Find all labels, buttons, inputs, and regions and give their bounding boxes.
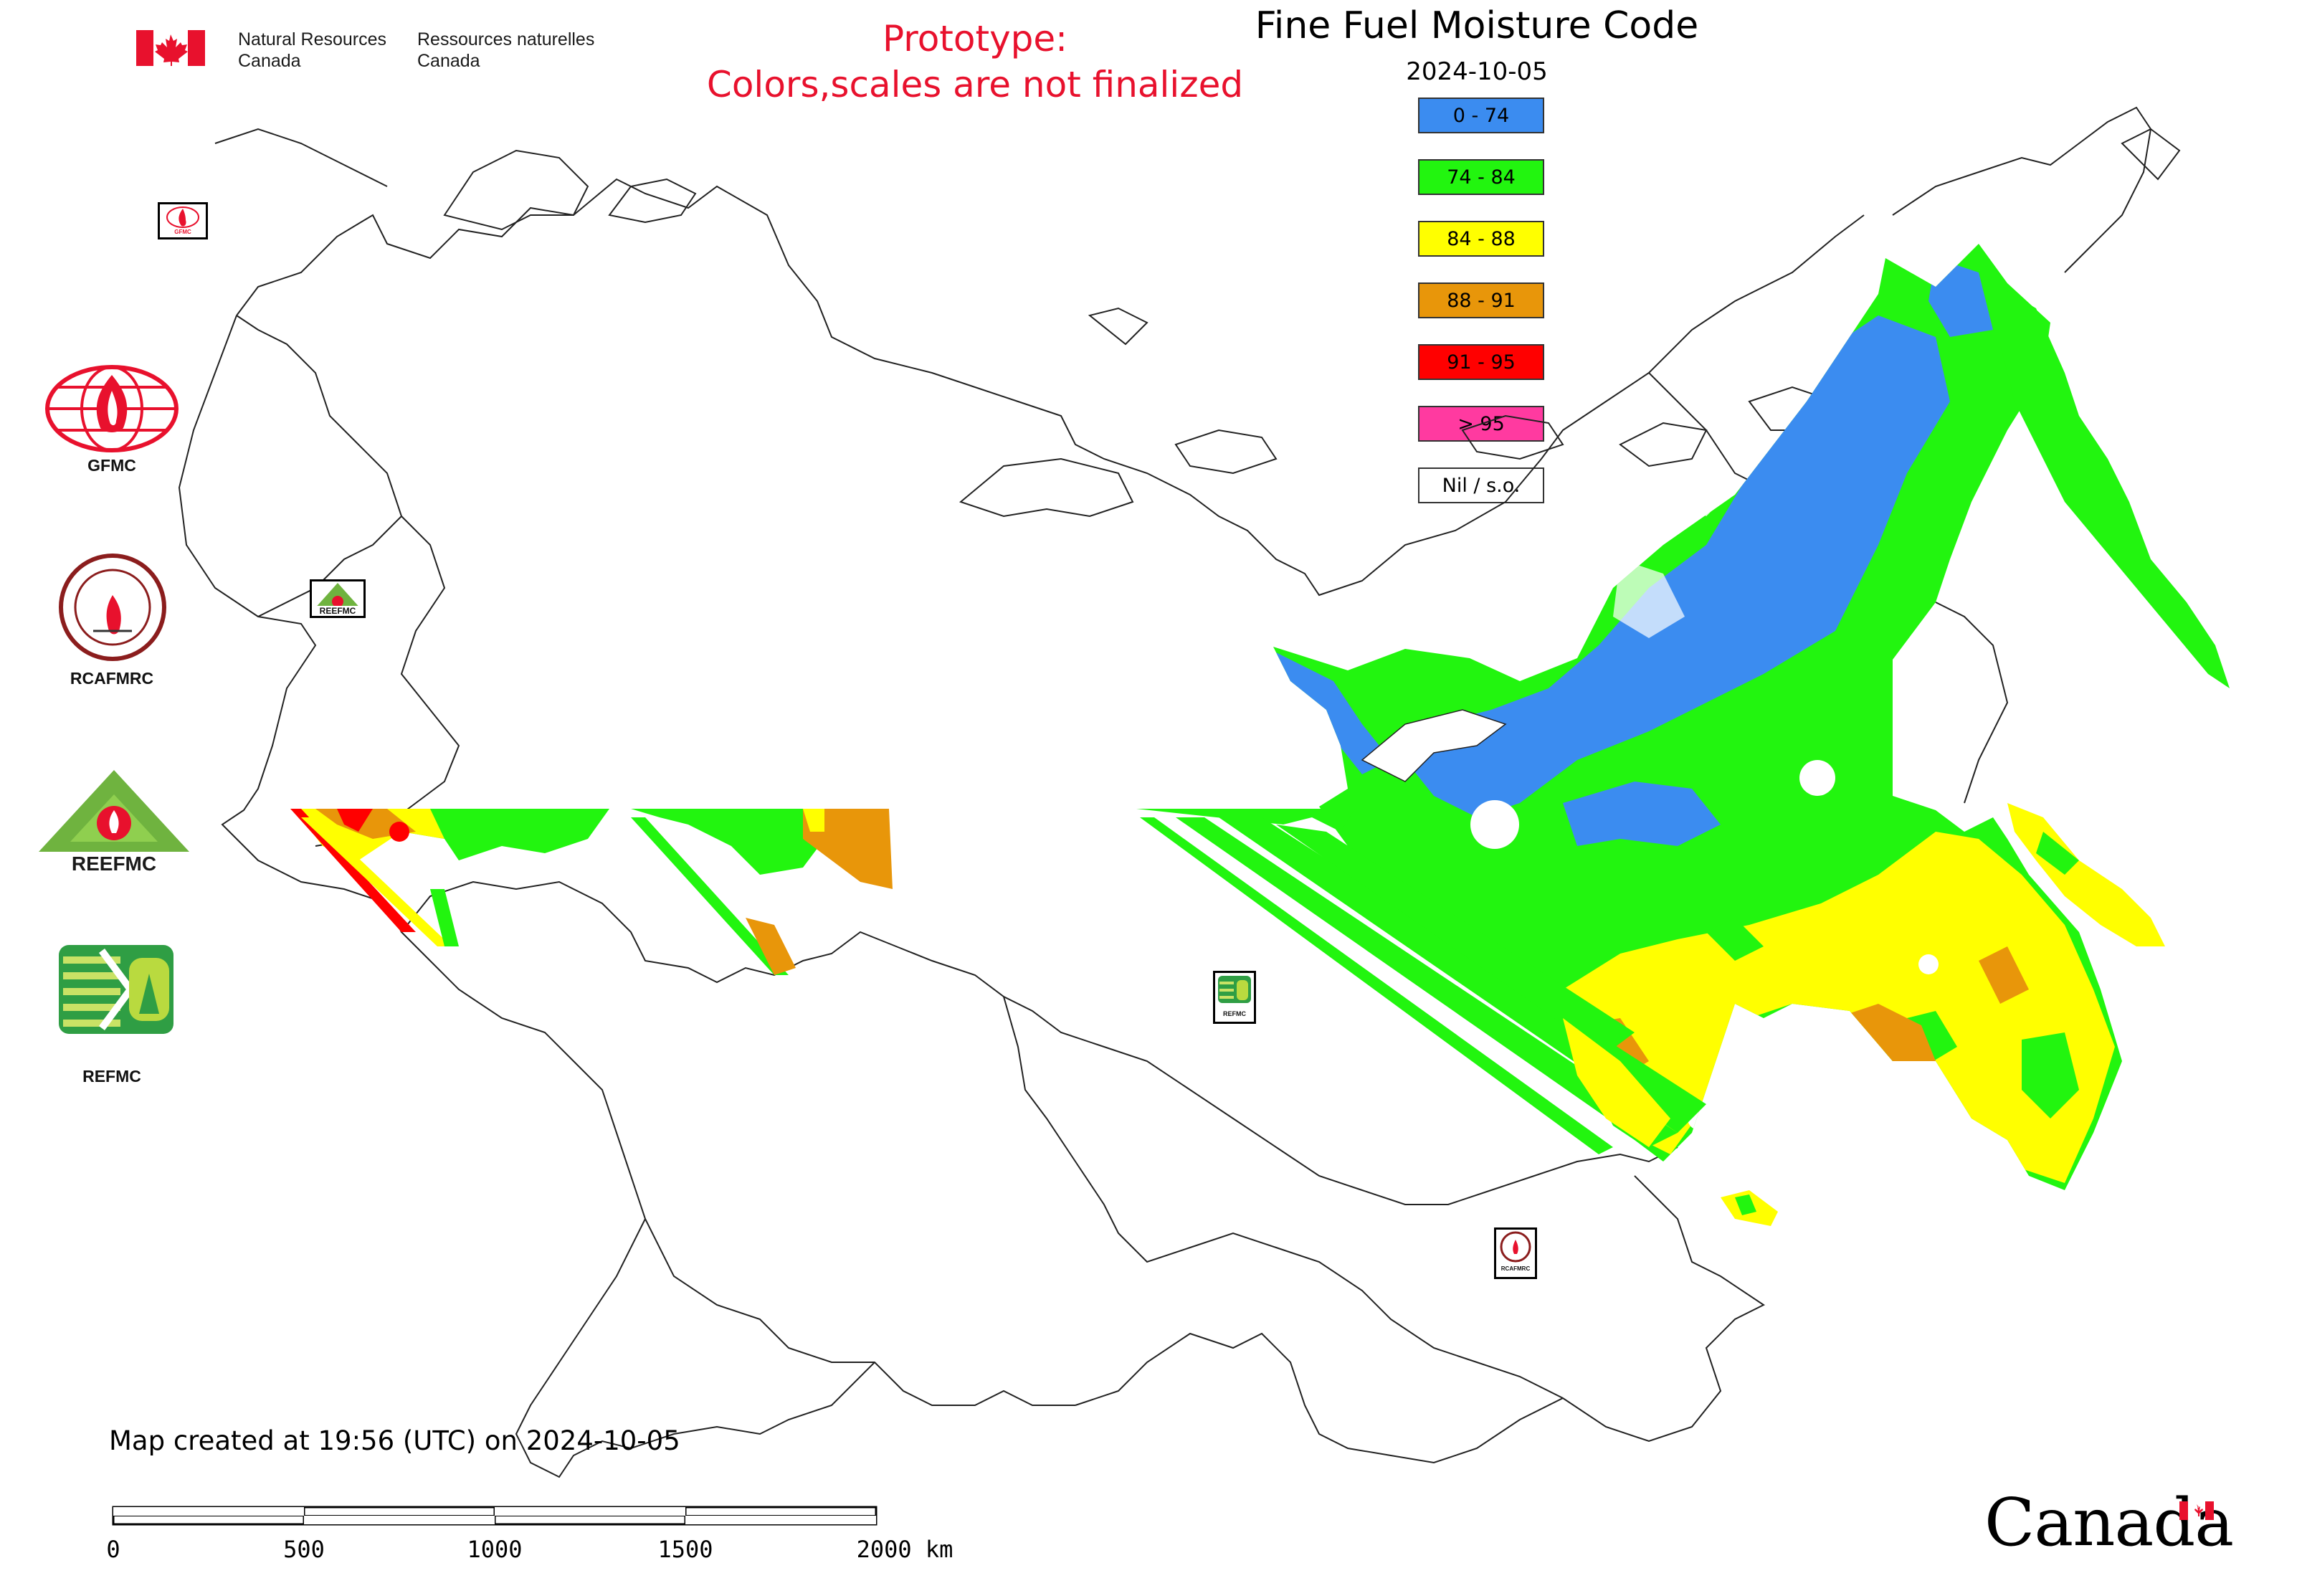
refmc-map-badge: REFMC bbox=[1213, 971, 1256, 1024]
coastline-islands bbox=[443, 128, 2181, 518]
scale-tick-1000: 1000 bbox=[467, 1536, 523, 1563]
gfmc-label: GFMC bbox=[87, 456, 136, 475]
reefmc-logo: REEFMC bbox=[39, 770, 189, 875]
refmc-badge-label: REFMC bbox=[1223, 1010, 1246, 1017]
canada-wordmark-flag-icon bbox=[2179, 1501, 2214, 1520]
scale-tick-2000km: 2000 km bbox=[856, 1536, 953, 1563]
rcafmrc-label: RCAFMRC bbox=[70, 669, 154, 688]
legend-item-88-91: 88 - 91 bbox=[1418, 282, 1544, 318]
gfmc-badge-label: GFMC bbox=[174, 229, 191, 235]
refmc-logo bbox=[59, 945, 173, 1034]
ffmc-kamchatka bbox=[2000, 287, 2230, 688]
rcafmrc-map-badge: RCAFMRC bbox=[1494, 1227, 1537, 1279]
department-name-fr: Ressources naturelles Canada bbox=[417, 29, 595, 71]
legend-item-84-88: 84 - 88 bbox=[1418, 221, 1544, 257]
scale-tick-0: 0 bbox=[106, 1536, 120, 1563]
legend-item-0-74: 0 - 74 bbox=[1418, 98, 1544, 133]
rcafmrc-badge-label: RCAFMRC bbox=[1500, 1265, 1531, 1272]
legend-item-nil: Nil / s.o. bbox=[1418, 467, 1544, 503]
map-title: Fine Fuel Moisture Code bbox=[1255, 4, 1699, 47]
legend-item-91-95: 91 - 95 bbox=[1418, 344, 1544, 380]
department-name-en: Natural Resources Canada bbox=[238, 29, 387, 71]
scale-tick-500: 500 bbox=[283, 1536, 325, 1563]
ffmc-west-swath bbox=[290, 809, 1706, 1154]
scale-bar bbox=[112, 1506, 877, 1526]
map-date: 2024-10-05 bbox=[1406, 57, 1548, 86]
rcafmrc-badge-icon bbox=[1500, 1231, 1531, 1263]
reefmc-badge-label: REEFMC bbox=[312, 606, 363, 616]
reefmc-map-badge: REEFMC bbox=[310, 579, 366, 618]
scale-tick-1500: 1500 bbox=[657, 1536, 713, 1563]
rcafmrc-logo bbox=[59, 554, 166, 661]
country-borders bbox=[178, 106, 2152, 1478]
canada-wordmark: Canada bbox=[1984, 1484, 2234, 1561]
prototype-notice: Prototype: Colors,scales are not finaliz… bbox=[706, 18, 1244, 105]
inner-lake-gap bbox=[1361, 709, 1507, 782]
gfmc-map-badge: GFMC bbox=[158, 202, 208, 239]
refmc-label: REFMC bbox=[82, 1067, 141, 1086]
reefmc-logo-text: REEFMC bbox=[72, 852, 156, 875]
refmc-badge-icon bbox=[1218, 976, 1251, 1003]
map-created-timestamp: Map created at 19:56 (UTC) on 2024-10-05 bbox=[109, 1425, 680, 1456]
legend-item-74-84: 74 - 84 bbox=[1418, 159, 1544, 195]
canada-flag-icon bbox=[136, 30, 205, 66]
gfmc-badge-icon bbox=[166, 206, 199, 228]
gfmc-logo bbox=[45, 365, 179, 452]
reefmc-badge-icon bbox=[313, 583, 362, 610]
